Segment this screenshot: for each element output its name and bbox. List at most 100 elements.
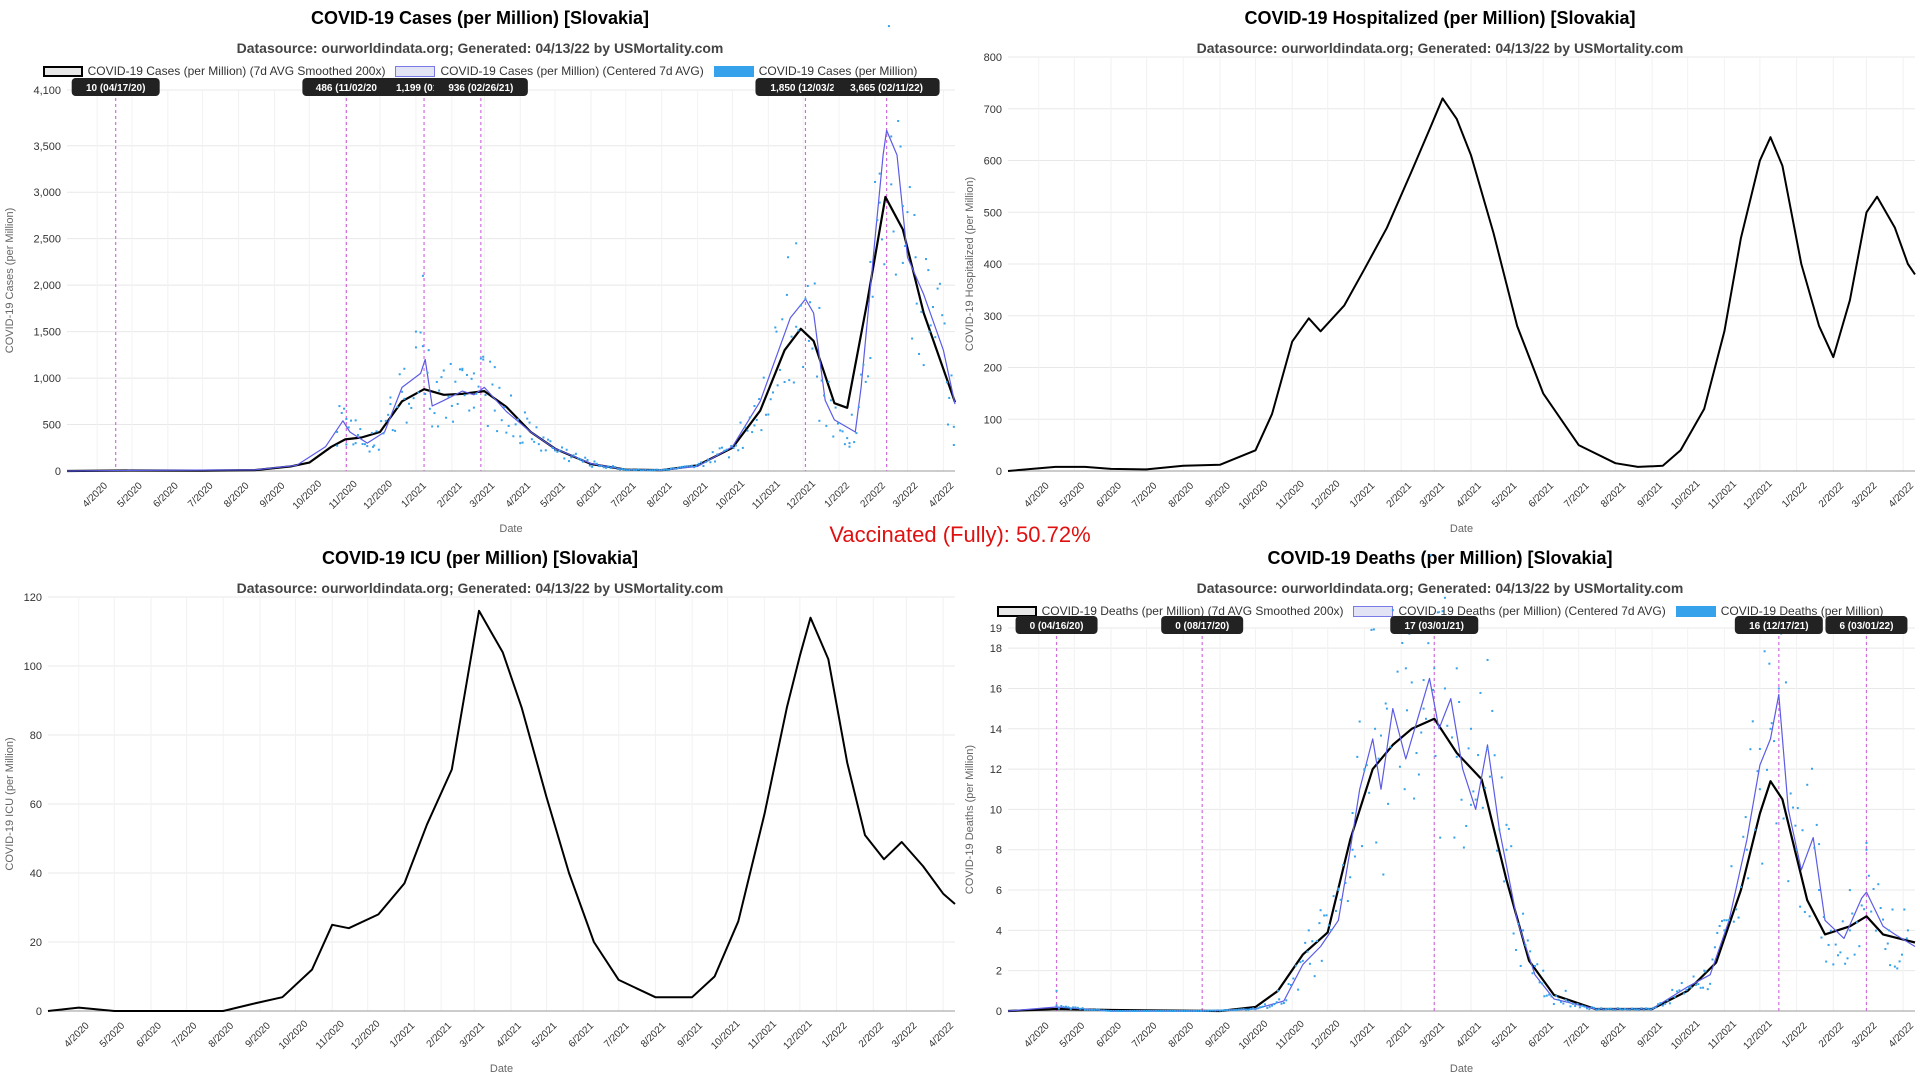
x-tick-label: 6/2021: [575, 480, 605, 510]
data-point: [871, 295, 874, 298]
x-tick-label: 2/2021: [435, 480, 465, 510]
legend-label-raw: COVID-19 Cases (per Million): [758, 64, 918, 78]
data-point: [1529, 950, 1532, 953]
data-point: [436, 425, 439, 428]
data-point: [1822, 916, 1825, 919]
data-point: [809, 301, 812, 304]
x-tick-label: 6/2020: [135, 1020, 165, 1050]
legend-item-raw[interactable]: COVID-19 Cases (per Million): [713, 64, 918, 78]
data-point: [1827, 943, 1830, 946]
data-point: [1659, 1002, 1662, 1005]
data-point: [1057, 1007, 1060, 1010]
data-point: [693, 466, 696, 469]
x-tick-label: 1/2021: [388, 1020, 418, 1050]
data-point: [1233, 1009, 1236, 1012]
data-point: [1619, 1008, 1622, 1011]
data-point: [1356, 755, 1359, 758]
data-point: [920, 310, 923, 313]
legend-item-centered[interactable]: COVID-19 Deaths (per Million) (Centered …: [1353, 604, 1666, 618]
data-point: [1749, 748, 1752, 751]
data-point: [1690, 986, 1693, 989]
data-point: [700, 461, 703, 464]
x-tick-label: 1/2021: [399, 480, 429, 510]
data-point: [1590, 1006, 1593, 1009]
x-tick-label: 4/2022: [1887, 480, 1917, 510]
data-point: [1704, 970, 1707, 973]
data-point: [405, 421, 408, 424]
x-axis-label: Date: [1450, 1063, 1473, 1075]
data-point: [1604, 1008, 1607, 1011]
data-point: [1488, 775, 1491, 778]
data-point: [621, 468, 624, 471]
data-point: [1323, 914, 1326, 917]
data-point: [748, 416, 751, 419]
data-point: [760, 429, 763, 432]
data-point: [1623, 1007, 1626, 1010]
data-point: [1642, 1008, 1645, 1011]
series-line-plain: [47, 609, 956, 1012]
data-point: [493, 409, 496, 412]
x-tick-label: 7/2021: [602, 1020, 632, 1050]
y-tick-label: 3,500: [33, 141, 61, 153]
data-point: [1344, 881, 1347, 884]
data-point: [1181, 1010, 1184, 1012]
data-point: [1865, 848, 1868, 851]
legend-item-centered[interactable]: COVID-19 Cases (per Million) (Centered 7…: [395, 64, 704, 78]
data-point: [823, 394, 826, 397]
x-tick-label: 4/2021: [494, 1020, 524, 1050]
data-point: [1703, 969, 1706, 972]
data-point: [1432, 688, 1435, 691]
data-point: [461, 367, 464, 370]
data-point: [1406, 709, 1409, 712]
data-point: [1287, 983, 1290, 986]
x-tick-label: 6/2020: [1095, 1020, 1125, 1050]
data-point: [806, 284, 809, 287]
event-marker-label: 1,199 (01/08: [396, 83, 453, 94]
data-point: [1398, 765, 1401, 768]
data-point: [1192, 1010, 1195, 1012]
x-tick-label: 2/2021: [1385, 1020, 1415, 1050]
data-point: [1486, 658, 1489, 661]
x-tick-label: 10/2020: [1237, 478, 1271, 512]
legend-item-smoothed[interactable]: COVID-19 Deaths (per Million) (7d AVG Sm…: [996, 604, 1343, 618]
data-point: [1256, 1007, 1259, 1010]
data-point: [1131, 1010, 1134, 1012]
data-point: [1370, 628, 1373, 631]
data-point: [950, 374, 953, 377]
data-point: [931, 306, 934, 309]
data-point: [802, 365, 805, 368]
data-point: [915, 302, 918, 305]
data-point: [1275, 1001, 1278, 1004]
x-tick-label: 10/2020: [1237, 1018, 1271, 1052]
data-point: [1235, 1008, 1238, 1011]
data-point: [1718, 924, 1721, 927]
data-point: [1574, 1005, 1577, 1008]
y-tick-label: 1,000: [33, 373, 61, 385]
data-point: [1512, 932, 1515, 935]
data-point: [500, 419, 503, 422]
data-point: [716, 453, 719, 456]
data-point: [625, 469, 628, 472]
legend-item-raw[interactable]: COVID-19 Deaths (per Million): [1675, 604, 1883, 618]
data-point: [380, 420, 383, 423]
data-point: [1730, 865, 1733, 868]
data-point: [1510, 845, 1513, 848]
legend-item-smoothed[interactable]: COVID-19 Cases (per Million) (7d AVG Smo…: [42, 64, 385, 78]
data-point: [458, 368, 461, 371]
data-point: [1152, 1010, 1155, 1012]
data-point: [1332, 895, 1335, 898]
data-point: [398, 373, 401, 376]
data-point: [479, 357, 482, 360]
data-point: [1159, 1010, 1162, 1012]
x-tick-label: 1/2022: [1780, 1020, 1810, 1050]
data-point: [1758, 788, 1761, 791]
data-point: [1396, 670, 1399, 673]
data-point: [1133, 1010, 1136, 1012]
data-point: [1455, 755, 1458, 758]
data-point: [551, 447, 554, 450]
data-point: [1481, 806, 1484, 809]
data-point: [389, 403, 392, 406]
data-point: [1754, 828, 1757, 831]
data-point: [941, 314, 944, 317]
